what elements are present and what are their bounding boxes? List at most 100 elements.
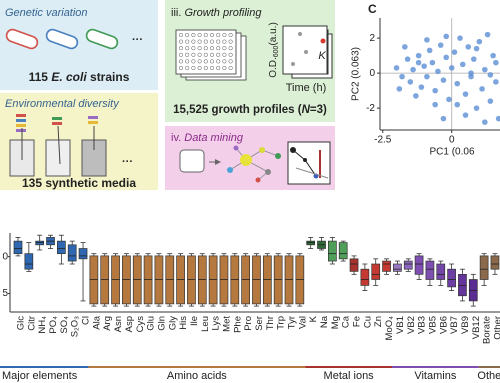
well (228, 59, 233, 64)
scatter-point (410, 66, 416, 73)
category-label: VB1 (395, 316, 406, 334)
scatter-point (440, 77, 447, 83)
category-label: Pro (243, 316, 254, 331)
well (228, 39, 233, 44)
scatter-point (396, 86, 403, 92)
box (414, 255, 424, 275)
panel-title: Environmental diversity (5, 98, 120, 110)
y-tick-label: 2 (369, 33, 375, 44)
well (216, 46, 221, 51)
box (328, 240, 337, 262)
well (228, 46, 233, 51)
well (203, 52, 208, 57)
scatter-point (487, 72, 494, 78)
well (191, 52, 196, 57)
category-label: Mg (330, 316, 341, 329)
scatter-point (426, 47, 433, 54)
box (447, 268, 456, 288)
category-label: Cl (81, 316, 92, 325)
well (185, 59, 190, 64)
box (479, 255, 489, 280)
scatter-point (490, 52, 496, 59)
category-label: Glu (146, 316, 157, 331)
caption: 115 E. coli strains (29, 70, 130, 84)
category-label: MoO₄ (384, 316, 395, 341)
scatter-point (429, 59, 436, 66)
y-tick-label: -2 (366, 103, 375, 114)
box (490, 255, 500, 270)
well (185, 52, 190, 57)
well (185, 46, 190, 51)
category-label: PO₄ (48, 316, 59, 334)
scatter-point (421, 63, 427, 69)
box (24, 253, 34, 270)
scatter-point (454, 101, 461, 108)
category-label: VB5 (427, 316, 438, 334)
scatter-point (459, 61, 466, 68)
well (216, 59, 221, 64)
point-label: K (318, 50, 326, 62)
well (216, 39, 221, 44)
scatter-point (468, 70, 474, 76)
scatter-point (446, 96, 452, 103)
category-label: Asn (113, 316, 124, 332)
category-label: VB6 (438, 316, 449, 334)
well (222, 52, 227, 57)
scatter-point (479, 86, 485, 92)
group-label: Amino acids (167, 370, 227, 382)
y-tick-label: 5 (2, 288, 8, 299)
well (178, 52, 184, 57)
scatter-point (473, 45, 480, 52)
group-label: Metal ions (324, 370, 375, 382)
box (360, 268, 370, 286)
tubes (9, 114, 107, 177)
scatter-point (424, 37, 430, 43)
scatter-point (451, 49, 458, 55)
scatter-point (413, 93, 419, 99)
category-label: Citr (26, 316, 37, 331)
scatter-point (454, 80, 461, 87)
wells (178, 32, 233, 71)
scatter-point (415, 59, 422, 66)
box (57, 240, 66, 255)
bacteria-icons (5, 28, 119, 50)
group-label: Vitamins (414, 370, 456, 382)
box (338, 242, 348, 260)
well (222, 59, 227, 64)
scatter-point (487, 98, 494, 104)
well (178, 59, 184, 64)
category-label: His (178, 316, 189, 330)
caption: 135 synthetic media (22, 176, 136, 190)
category-label: Na (319, 315, 330, 328)
well (191, 65, 196, 71)
scatter-point (476, 38, 483, 45)
category-label: NH₄ (37, 316, 48, 334)
category-label: Ile (189, 316, 200, 326)
well (222, 46, 227, 51)
category-label: Asp (124, 316, 135, 332)
scatter-point (404, 56, 411, 62)
scatter-point (435, 68, 441, 75)
category-label: Val (297, 316, 308, 329)
well (228, 65, 233, 71)
category-label: SO₄ (59, 316, 70, 334)
well (191, 32, 196, 38)
scatter-point (473, 105, 480, 111)
category-label: VB2 (406, 316, 417, 334)
category-label: Phe (232, 316, 243, 333)
category-label: K (308, 315, 319, 322)
category-label: Cys (135, 316, 146, 333)
category-label: Zn (373, 316, 384, 327)
well (209, 39, 215, 44)
scatter-point (432, 87, 438, 94)
category-label: Gly (167, 316, 178, 331)
scatter-point (448, 65, 455, 71)
scatter-point (407, 79, 414, 85)
scatter-point (399, 73, 405, 80)
scatter-point (462, 112, 469, 118)
scatter-point (418, 84, 425, 90)
scatter-point (443, 33, 450, 40)
category-label: VB3 (417, 316, 428, 334)
well (185, 32, 190, 38)
category-label: Other (492, 316, 500, 340)
